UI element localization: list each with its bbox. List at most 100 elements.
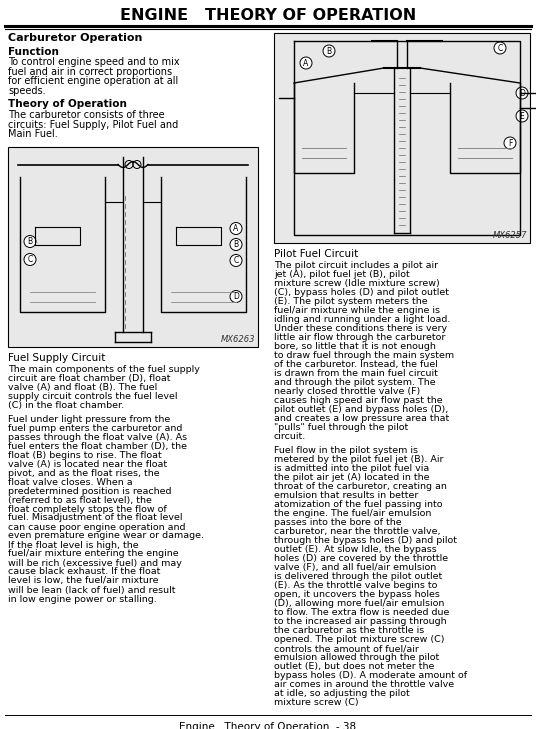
Text: Function: Function bbox=[8, 47, 59, 57]
Text: mixture screw (C): mixture screw (C) bbox=[274, 698, 359, 707]
Text: ENGINE   THEORY OF OPERATION: ENGINE THEORY OF OPERATION bbox=[120, 8, 416, 23]
Text: throat of the carburetor, creating an: throat of the carburetor, creating an bbox=[274, 482, 447, 491]
Text: pilot outlet (E) and bypass holes (D),: pilot outlet (E) and bypass holes (D), bbox=[274, 405, 448, 414]
Text: Carburetor Operation: Carburetor Operation bbox=[8, 33, 143, 43]
Text: float valve closes. When a: float valve closes. When a bbox=[8, 477, 132, 486]
Circle shape bbox=[516, 110, 528, 122]
Text: pivot, and as the float rises, the: pivot, and as the float rises, the bbox=[8, 469, 160, 477]
Text: fuel and air in correct proportions: fuel and air in correct proportions bbox=[8, 66, 172, 77]
Text: level is low, the fuel/air mixture: level is low, the fuel/air mixture bbox=[8, 577, 159, 585]
Text: and creates a low pressure area that: and creates a low pressure area that bbox=[274, 414, 449, 423]
Text: Engine   Theory of Operation  - 38: Engine Theory of Operation - 38 bbox=[180, 722, 356, 729]
Text: circuit.: circuit. bbox=[274, 432, 306, 441]
Text: through the bypass holes (D) and pilot: through the bypass holes (D) and pilot bbox=[274, 536, 457, 545]
Text: fuel/air mixture while the engine is: fuel/air mixture while the engine is bbox=[274, 306, 440, 315]
Text: Main Fuel.: Main Fuel. bbox=[8, 129, 58, 139]
Text: metered by the pilot fuel jet (B). Air: metered by the pilot fuel jet (B). Air bbox=[274, 455, 443, 464]
Circle shape bbox=[323, 45, 335, 57]
Text: circuits: Fuel Supply, Pilot Fuel and: circuits: Fuel Supply, Pilot Fuel and bbox=[8, 120, 178, 130]
Text: (C), bypass holes (D) and pilot outlet: (C), bypass holes (D) and pilot outlet bbox=[274, 288, 449, 297]
Text: Fuel under light pressure from the: Fuel under light pressure from the bbox=[8, 415, 170, 424]
Text: will be lean (lack of fuel) and result: will be lean (lack of fuel) and result bbox=[8, 585, 175, 595]
Text: of the carburetor. Instead, the fuel: of the carburetor. Instead, the fuel bbox=[274, 360, 438, 369]
Text: B: B bbox=[234, 240, 239, 249]
Text: The main components of the fuel supply: The main components of the fuel supply bbox=[8, 364, 200, 373]
Text: open, it uncovers the bypass holes: open, it uncovers the bypass holes bbox=[274, 590, 440, 599]
Text: B: B bbox=[27, 237, 33, 246]
Text: to the increased air passing through: to the increased air passing through bbox=[274, 617, 446, 626]
Text: (C) in the float chamber.: (C) in the float chamber. bbox=[8, 400, 124, 410]
Text: is delivered through the pilot outlet: is delivered through the pilot outlet bbox=[274, 572, 442, 581]
Text: circuit are float chamber (D), float: circuit are float chamber (D), float bbox=[8, 373, 170, 383]
Text: at idle, so adjusting the pilot: at idle, so adjusting the pilot bbox=[274, 689, 410, 698]
Text: The carburetor consists of three: The carburetor consists of three bbox=[8, 110, 165, 120]
Text: The pilot circuit includes a pilot air: The pilot circuit includes a pilot air bbox=[274, 261, 438, 270]
Text: to flow. The extra flow is needed due: to flow. The extra flow is needed due bbox=[274, 608, 449, 617]
Text: E: E bbox=[519, 112, 524, 120]
Text: bore, so little that it is not enough: bore, so little that it is not enough bbox=[274, 342, 436, 351]
Text: A: A bbox=[233, 224, 239, 233]
Text: for efficient engine operation at all: for efficient engine operation at all bbox=[8, 76, 178, 86]
Text: D: D bbox=[519, 88, 525, 98]
Text: Theory of Operation: Theory of Operation bbox=[8, 99, 127, 109]
Text: holes (D) are covered by the throttle: holes (D) are covered by the throttle bbox=[274, 554, 448, 563]
Text: Fuel Supply Circuit: Fuel Supply Circuit bbox=[8, 353, 106, 362]
Bar bbox=[274, 33, 530, 243]
Text: bypass holes (D). A moderate amount of: bypass holes (D). A moderate amount of bbox=[274, 671, 467, 680]
Text: MX6257: MX6257 bbox=[493, 231, 527, 240]
Text: D: D bbox=[233, 292, 239, 301]
Text: causes high speed air flow past the: causes high speed air flow past the bbox=[274, 396, 443, 405]
Text: passes into the bore of the: passes into the bore of the bbox=[274, 518, 401, 527]
Text: (referred to as float level), the: (referred to as float level), the bbox=[8, 496, 152, 504]
Circle shape bbox=[24, 235, 36, 248]
Text: little air flow through the carburetor: little air flow through the carburetor bbox=[274, 333, 445, 342]
Text: and through the pilot system. The: and through the pilot system. The bbox=[274, 378, 436, 387]
Text: emulsion allowed through the pilot: emulsion allowed through the pilot bbox=[274, 653, 439, 662]
Text: float (B) begins to rise. The float: float (B) begins to rise. The float bbox=[8, 451, 162, 459]
Text: the carburetor as the throttle is: the carburetor as the throttle is bbox=[274, 626, 425, 635]
Text: fuel pump enters the carburetor and: fuel pump enters the carburetor and bbox=[8, 424, 182, 432]
Circle shape bbox=[24, 254, 36, 265]
Text: (E). The pilot system meters the: (E). The pilot system meters the bbox=[274, 297, 428, 306]
Circle shape bbox=[230, 238, 242, 251]
Text: fuel enters the float chamber (D), the: fuel enters the float chamber (D), the bbox=[8, 442, 187, 451]
Text: supply circuit controls the fuel level: supply circuit controls the fuel level bbox=[8, 391, 177, 400]
Text: mixture screw (Idle mixture screw): mixture screw (Idle mixture screw) bbox=[274, 279, 440, 288]
Text: jet (A), pilot fuel jet (B), pilot: jet (A), pilot fuel jet (B), pilot bbox=[274, 270, 410, 279]
Text: speeds.: speeds. bbox=[8, 85, 46, 95]
Text: passes through the float valve (A). As: passes through the float valve (A). As bbox=[8, 432, 187, 442]
Text: air comes in around the throttle valve: air comes in around the throttle valve bbox=[274, 680, 454, 689]
Text: the pilot air jet (A) located in the: the pilot air jet (A) located in the bbox=[274, 473, 429, 482]
Text: If the float level is high, the: If the float level is high, the bbox=[8, 540, 139, 550]
Text: emulsion that results in better: emulsion that results in better bbox=[274, 491, 419, 500]
Text: fuel. Misadjustment of the float level: fuel. Misadjustment of the float level bbox=[8, 513, 182, 523]
Text: B: B bbox=[326, 47, 332, 55]
Text: Pilot Fuel Circuit: Pilot Fuel Circuit bbox=[274, 249, 358, 259]
Text: can cause poor engine operation and: can cause poor engine operation and bbox=[8, 523, 185, 531]
Circle shape bbox=[516, 87, 528, 99]
Text: valve (F), and all fuel/air emulsion: valve (F), and all fuel/air emulsion bbox=[274, 563, 436, 572]
Text: nearly closed throttle valve (F): nearly closed throttle valve (F) bbox=[274, 387, 420, 396]
Text: fuel/air mixture entering the engine: fuel/air mixture entering the engine bbox=[8, 550, 178, 558]
Text: Fuel flow in the pilot system is: Fuel flow in the pilot system is bbox=[274, 446, 418, 455]
Circle shape bbox=[494, 42, 506, 54]
Text: A: A bbox=[303, 58, 309, 68]
Text: carburetor, near the throttle valve,: carburetor, near the throttle valve, bbox=[274, 527, 441, 536]
Text: F: F bbox=[508, 139, 512, 147]
Text: in low engine power or stalling.: in low engine power or stalling. bbox=[8, 595, 157, 604]
Text: "pulls" fuel through the pilot: "pulls" fuel through the pilot bbox=[274, 423, 408, 432]
Circle shape bbox=[230, 290, 242, 303]
Text: C: C bbox=[27, 255, 33, 264]
Text: predetermined position is reached: predetermined position is reached bbox=[8, 486, 172, 496]
Circle shape bbox=[504, 137, 516, 149]
Text: controls the amount of fuel/air: controls the amount of fuel/air bbox=[274, 644, 419, 653]
Text: valve (A) is located near the float: valve (A) is located near the float bbox=[8, 459, 167, 469]
Text: MX6263: MX6263 bbox=[220, 335, 255, 343]
Text: float completely stops the flow of: float completely stops the flow of bbox=[8, 504, 167, 513]
Text: valve (A) and float (B). The fuel: valve (A) and float (B). The fuel bbox=[8, 383, 157, 391]
Text: outlet (E). At slow Idle, the bypass: outlet (E). At slow Idle, the bypass bbox=[274, 545, 437, 554]
Text: (D), allowing more fuel/air emulsion: (D), allowing more fuel/air emulsion bbox=[274, 599, 444, 608]
Text: is admitted into the pilot fuel via: is admitted into the pilot fuel via bbox=[274, 464, 429, 473]
Text: Under these conditions there is very: Under these conditions there is very bbox=[274, 324, 447, 333]
Text: C: C bbox=[233, 256, 239, 265]
